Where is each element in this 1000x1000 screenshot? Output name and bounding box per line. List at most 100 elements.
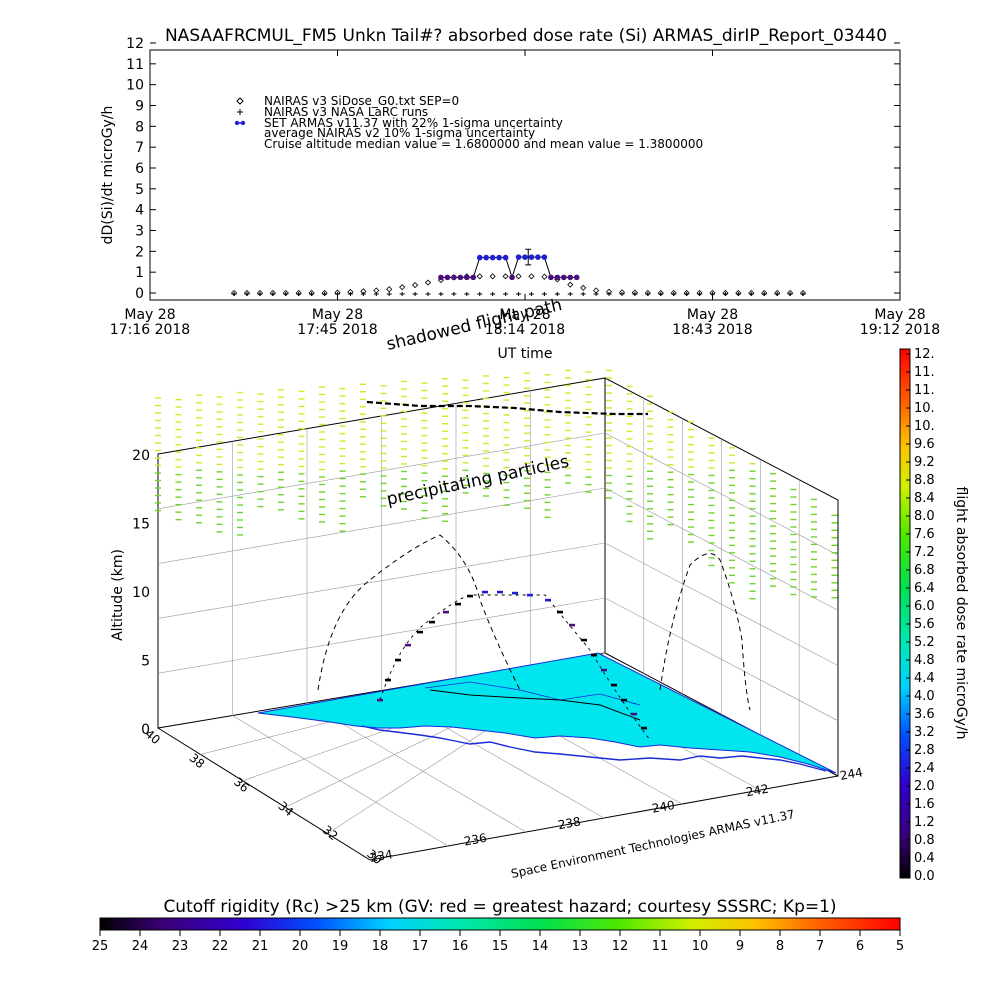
flight-dose-dot bbox=[377, 698, 383, 702]
nairas-sidose-point bbox=[735, 289, 742, 297]
top-y-tick-label: 1 bbox=[135, 265, 144, 281]
nairas-larc-point bbox=[335, 292, 340, 297]
nairas-larc-point bbox=[309, 292, 315, 297]
cutoff-rigidity-colorbar-tick-label: 9 bbox=[736, 939, 744, 954]
flight-path-projection-back bbox=[317, 534, 521, 691]
top-y-tick-label: 11 bbox=[126, 57, 144, 73]
nairas-larc-point bbox=[748, 292, 754, 297]
legend-diamond-marker-icon bbox=[236, 97, 244, 105]
top-y-tick-label: 10 bbox=[126, 78, 144, 94]
nairas-sidose-point bbox=[709, 289, 716, 297]
nairas-larc-point bbox=[554, 292, 560, 297]
annotation-precipitating-particles: precipitating particles bbox=[385, 452, 571, 510]
top-legend: NAIRAS v3 SiDose_G0.txt SEP=0 NAIRAS v3 … bbox=[234, 94, 703, 151]
nairas-sidose-point bbox=[360, 288, 367, 295]
cutoff-rigidity-colorbar-tick-label: 12 bbox=[612, 939, 629, 954]
precipitating-particles-field bbox=[155, 369, 838, 600]
nairas-sidose-point bbox=[761, 289, 768, 297]
armas-series-line bbox=[440, 256, 577, 280]
dose-rate-colorbar-tick-label: 10. bbox=[914, 401, 935, 416]
nairas-larc-point bbox=[490, 292, 496, 297]
flight-dose-dot bbox=[631, 712, 637, 716]
dose-rate-colorbar-tick-label: 0.4 bbox=[914, 851, 935, 866]
dose-rate-colorbar-tick-label: 12. bbox=[914, 347, 935, 362]
coastline-edge bbox=[361, 725, 827, 772]
floor-gridline-depth bbox=[232, 715, 449, 847]
nairas-larc-point bbox=[412, 292, 418, 297]
nairas-sidose-point bbox=[424, 279, 432, 286]
cutoff-rigidity-colorbar-tick-label: 15 bbox=[492, 939, 509, 954]
nairas-larc-point bbox=[645, 292, 651, 297]
dose-rate-colorbar-tick-label: 1.6 bbox=[914, 797, 935, 812]
dose-rate-colorbar-tick-label: 4.0 bbox=[914, 689, 935, 704]
longitude-tick-label: 238 bbox=[557, 814, 582, 832]
nairas-larc-point bbox=[231, 292, 237, 297]
dose-rate-colorbar-tick-label: 7.2 bbox=[914, 545, 935, 560]
flight-dose-dot bbox=[545, 598, 551, 602]
nairas-sidose-point bbox=[528, 273, 535, 280]
nairas-sidose-point bbox=[295, 289, 302, 297]
top-y-tick-label: 12 bbox=[126, 36, 144, 52]
nairas-sidose-point bbox=[502, 273, 509, 280]
latitude-tick-label: 34 bbox=[275, 799, 296, 820]
altitude-tick-label: 5 bbox=[141, 654, 150, 670]
nairas-sidose-point bbox=[269, 289, 276, 297]
nairas-larc-point bbox=[735, 292, 741, 297]
nairas-larc-point bbox=[438, 292, 444, 297]
legend-entry-nairas-sidose: NAIRAS v3 SiDose_G0.txt SEP=0 bbox=[264, 94, 459, 108]
nairas-larc-point bbox=[774, 292, 780, 297]
flight-dose-dot bbox=[591, 653, 597, 657]
cutoff-rigidity-colorbar-ticks: 25 24 23 22 21 20 19 18 17 16 15 14 13 12 11 10 9 8 7 6 5 bbox=[92, 930, 904, 954]
flight-dose-dot bbox=[581, 638, 587, 642]
top-x-tick-time: 19:12 2018 bbox=[860, 322, 940, 338]
nairas-larc-point bbox=[710, 292, 715, 297]
top-x-tick-date: May 28 bbox=[499, 307, 550, 323]
dose-rate-colorbar-tick-label: 0.0 bbox=[914, 869, 935, 884]
dose-rate-colorbar-tick-label: 4.8 bbox=[914, 653, 935, 668]
flight-dose-dot bbox=[641, 726, 647, 730]
top-x-tick-date: May 28 bbox=[874, 307, 925, 323]
dose-rate-colorbar-tick-label: 6.4 bbox=[914, 581, 935, 596]
altitude-tick-label: 0 bbox=[141, 722, 150, 738]
legend-plus-marker-icon bbox=[237, 109, 243, 115]
legend-entry-average-nairas: average NAIRAS v2 10% 1-sigma uncertaint… bbox=[264, 126, 535, 140]
armas-point bbox=[464, 274, 470, 281]
dose-rate-colorbar-tick-label: 2.0 bbox=[914, 779, 935, 794]
nairas-larc-point bbox=[503, 292, 509, 297]
flight-path-marks bbox=[317, 400, 751, 741]
longitude-ticks: 234 236 238 240 242 244 bbox=[369, 765, 864, 865]
cutoff-rigidity-colorbar-tick-label: 19 bbox=[332, 939, 349, 954]
dose-rate-colorbar-tick-label: 5.2 bbox=[914, 635, 935, 650]
nairas-sidose-point bbox=[515, 273, 522, 280]
nairas-sidose-point bbox=[489, 273, 496, 280]
nairas-larc-point bbox=[541, 292, 547, 297]
longitude-tick-label: 240 bbox=[651, 798, 676, 816]
nairas-larc-point bbox=[606, 292, 612, 297]
figure-title: NASAAFRCMUL_FM5 Unkn Tail#? absorbed dos… bbox=[165, 26, 887, 46]
top-x-tick-time: 17:16 2018 bbox=[110, 322, 190, 338]
flight-dose-dot bbox=[512, 591, 518, 595]
dose-rate-colorbar-tick-label: 11. bbox=[914, 365, 935, 380]
top-x-tick-time: 18:43 2018 bbox=[672, 322, 752, 338]
dose-rate-colorbar-tick-label: 6.0 bbox=[914, 599, 935, 614]
armas-point bbox=[515, 254, 522, 260]
nairas-larc-point bbox=[360, 292, 366, 297]
flight-dose-dots bbox=[377, 590, 647, 730]
flight-dose-dot bbox=[497, 590, 503, 594]
flight-dose-dot bbox=[527, 593, 533, 597]
top-y-axis-label: dD(Si)/dt microGy/h bbox=[100, 106, 116, 245]
cutoff-rigidity-colorbar-tick-label: 23 bbox=[172, 939, 189, 954]
nairas-sidose-point bbox=[476, 273, 483, 280]
dose-rate-colorbar-tick-label: 2.4 bbox=[914, 761, 935, 776]
nairas-sidose-point bbox=[799, 289, 807, 297]
cutoff-rigidity-colorbar-tick-label: 25 bbox=[92, 939, 109, 954]
armas-point bbox=[573, 274, 580, 281]
cutoff-rigidity-colorbar-tick-label: 14 bbox=[532, 939, 549, 954]
nairas-sidose-point bbox=[774, 289, 781, 297]
dose-rate-colorbar-tick-label: 3.6 bbox=[914, 707, 935, 722]
dose-rate-colorbar-tick-label: 8.4 bbox=[914, 491, 935, 506]
cutoff-rigidity-colorbar-label: Cutoff rigidity (Rc) >25 km (GV: red = g… bbox=[163, 897, 836, 917]
